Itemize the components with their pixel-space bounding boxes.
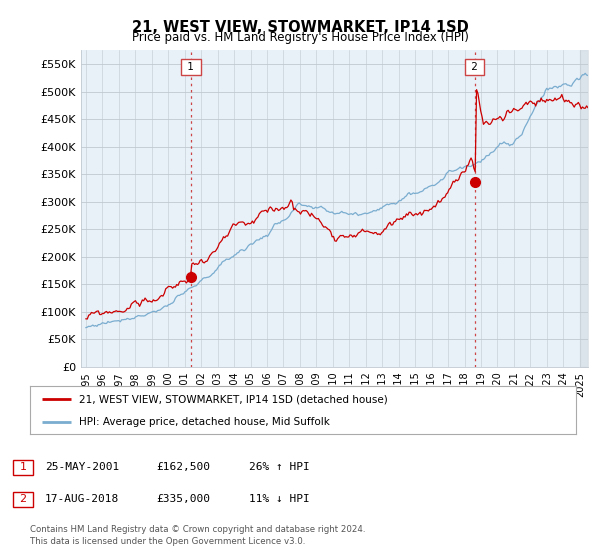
Text: 25-MAY-2001: 25-MAY-2001 bbox=[45, 462, 119, 472]
Text: £335,000: £335,000 bbox=[156, 494, 210, 504]
Text: 1: 1 bbox=[20, 462, 26, 472]
Text: 26% ↑ HPI: 26% ↑ HPI bbox=[249, 462, 310, 472]
Text: 2: 2 bbox=[20, 494, 26, 504]
Text: 17-AUG-2018: 17-AUG-2018 bbox=[45, 494, 119, 504]
Text: Price paid vs. HM Land Registry's House Price Index (HPI): Price paid vs. HM Land Registry's House … bbox=[131, 31, 469, 44]
Text: HPI: Average price, detached house, Mid Suffolk: HPI: Average price, detached house, Mid … bbox=[79, 417, 330, 427]
Text: Contains HM Land Registry data © Crown copyright and database right 2024.
This d: Contains HM Land Registry data © Crown c… bbox=[30, 525, 365, 546]
Text: 2: 2 bbox=[468, 62, 481, 72]
Text: £162,500: £162,500 bbox=[156, 462, 210, 472]
Text: 11% ↓ HPI: 11% ↓ HPI bbox=[249, 494, 310, 504]
Text: 21, WEST VIEW, STOWMARKET, IP14 1SD (detached house): 21, WEST VIEW, STOWMARKET, IP14 1SD (det… bbox=[79, 394, 388, 404]
Text: 1: 1 bbox=[184, 62, 197, 72]
Text: 21, WEST VIEW, STOWMARKET, IP14 1SD: 21, WEST VIEW, STOWMARKET, IP14 1SD bbox=[131, 20, 469, 35]
